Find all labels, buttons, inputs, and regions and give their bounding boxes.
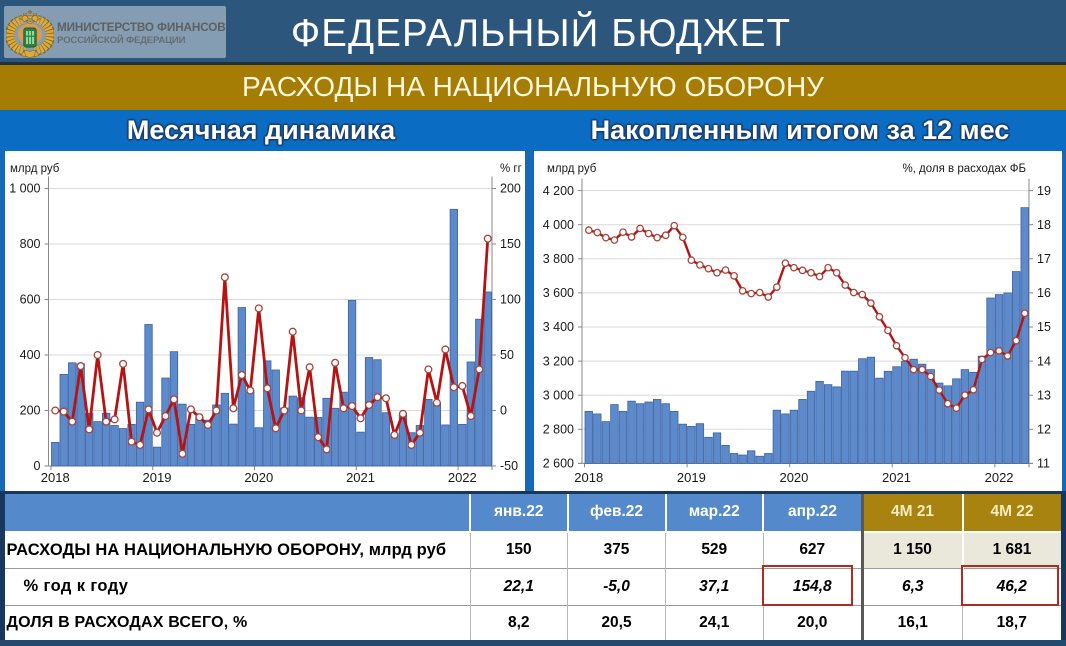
svg-text:2019: 2019 (677, 470, 706, 485)
svg-text:800: 800 (20, 237, 41, 251)
svg-text:150: 150 (500, 237, 521, 251)
svg-text:млрд руб: млрд руб (10, 163, 60, 175)
svg-text:14: 14 (1037, 354, 1051, 368)
svg-text:17: 17 (1037, 252, 1051, 266)
svg-text:16: 16 (1037, 286, 1051, 300)
svg-text:1 000: 1 000 (9, 182, 40, 196)
svg-text:19: 19 (1037, 184, 1051, 198)
svg-text:2020: 2020 (779, 470, 808, 485)
svg-text:2020: 2020 (244, 470, 273, 485)
svg-text:2019: 2019 (143, 470, 172, 485)
svg-text:400: 400 (20, 348, 41, 362)
svg-text:3 000: 3 000 (543, 388, 574, 402)
svg-text:15: 15 (1037, 320, 1051, 334)
svg-text:3 400: 3 400 (543, 320, 574, 334)
svg-text:млрд руб: млрд руб (547, 163, 597, 175)
svg-text:% гг: % гг (500, 163, 522, 175)
svg-text:50: 50 (500, 348, 514, 362)
svg-text:2022: 2022 (448, 470, 477, 485)
svg-text:2018: 2018 (574, 470, 603, 485)
svg-text:13: 13 (1037, 388, 1051, 402)
svg-text:3 800: 3 800 (543, 252, 574, 266)
svg-text:100: 100 (500, 293, 521, 307)
svg-text:12: 12 (1037, 423, 1051, 437)
svg-text:2021: 2021 (882, 470, 911, 485)
svg-text:2021: 2021 (346, 470, 375, 485)
svg-text:18: 18 (1037, 218, 1051, 232)
svg-text:4 000: 4 000 (543, 218, 574, 232)
svg-text:2 800: 2 800 (543, 423, 574, 437)
svg-text:0: 0 (34, 459, 41, 473)
svg-text:3 600: 3 600 (543, 286, 574, 300)
svg-text:4 200: 4 200 (543, 184, 574, 198)
svg-text:3 200: 3 200 (543, 354, 574, 368)
svg-text:200: 200 (500, 182, 521, 196)
svg-text:-50: -50 (500, 459, 518, 473)
svg-text:2 600: 2 600 (543, 457, 574, 471)
svg-text:200: 200 (20, 404, 41, 418)
svg-text:0: 0 (500, 404, 507, 418)
svg-text:2022: 2022 (985, 470, 1014, 485)
svg-text:11: 11 (1037, 457, 1050, 471)
svg-text:600: 600 (20, 293, 41, 307)
svg-text:%, доля в расходах ФБ: %, доля в расходах ФБ (902, 163, 1026, 175)
svg-text:2018: 2018 (41, 470, 70, 485)
